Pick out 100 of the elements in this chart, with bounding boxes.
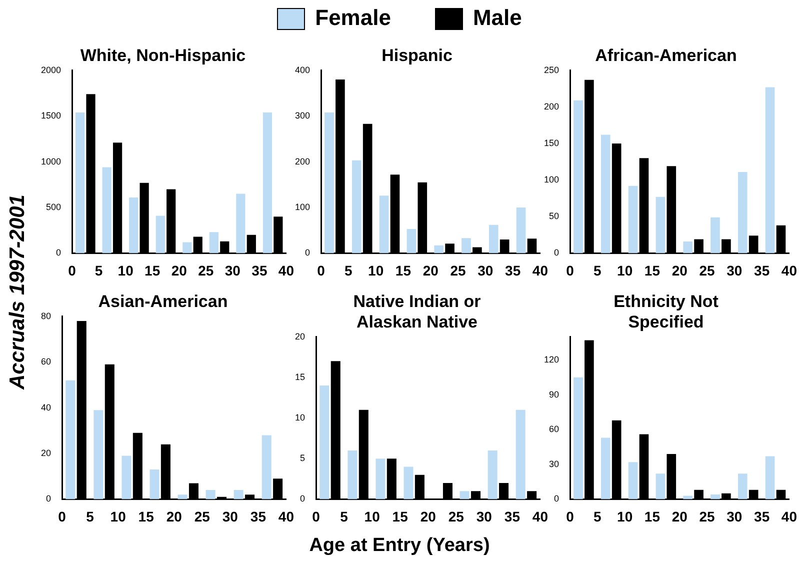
y-tick-label: 40 [40,402,52,412]
x-tick-label: 5 [344,262,353,278]
bar [348,450,358,500]
bar [404,466,414,500]
x-tick-label: 30 [478,262,494,278]
x-tick-label: 20 [672,508,688,524]
bar [738,172,748,254]
bar [488,450,498,500]
x-tick-label: 15 [144,262,160,278]
x-tick-label: 35 [754,262,770,278]
bar [600,134,610,254]
x-tick-label: 40 [532,508,548,524]
bar [656,474,666,500]
bar [94,410,104,500]
bar [76,112,85,254]
y-tick-label: 90 [549,389,560,400]
x-tick-label: 30 [476,508,492,524]
x-tick-label: 0 [312,508,320,524]
chart-title: African-American [595,46,737,65]
x-tick-label: 15 [644,262,660,278]
x-tick-label: 40 [278,508,294,524]
y-tick-label: 20 [40,448,52,458]
bar [683,242,692,254]
chart-title: Asian-American [98,292,228,311]
y-tick-label: 1500 [40,110,62,121]
bar [66,380,76,500]
y-tick-label: 15 [294,372,306,382]
y-tick-label: 200 [544,101,560,112]
bar [710,494,720,500]
y-tick-label: 100 [544,174,560,185]
bar [600,438,610,500]
bar [628,462,638,500]
bar [324,112,334,254]
bar [150,469,160,500]
x-tick-label: 30 [726,262,742,278]
bar [206,490,216,500]
x-tick-label: 35 [250,508,266,524]
bar [234,490,244,500]
y-tick-label: 300 [294,110,310,121]
bar [460,491,470,500]
bar [262,435,272,500]
y-tick-label: 0 [46,494,52,504]
x-tick-label: 15 [392,508,408,524]
x-tick-label: 10 [364,508,380,524]
bar [516,208,526,254]
x-tick-label: 20 [171,262,188,278]
chart-title: Native Indian or Alaskan Native [353,292,482,332]
bar [182,242,192,254]
x-tick-label: 35 [504,508,520,524]
x-tick-label: 0 [566,262,574,278]
bar [122,456,132,500]
bar [406,228,416,254]
x-tick-label: 15 [644,508,660,524]
x-tick-label: 30 [222,508,238,524]
x-tick-label: 20 [420,508,436,524]
x-tick-label: 40 [532,262,548,278]
x-tick-label: 25 [699,262,716,278]
x-tick-label: 5 [594,508,602,524]
x-tick-label: 40 [278,262,294,278]
bar [738,474,748,500]
y-tick-label: 0 [305,248,310,258]
x-tick-label: 30 [726,508,742,524]
bar [656,196,666,254]
x-tick-label: 35 [505,262,521,278]
x-tick-label: 25 [198,262,214,278]
y-tick-label: 60 [40,356,52,367]
x-tick-label: 20 [166,508,182,524]
bar [683,496,692,500]
bar [102,167,112,254]
x-tick-label: 10 [617,508,633,524]
y-tick-label: 150 [544,138,560,148]
bar [710,217,720,254]
x-tick-label: 0 [68,262,76,278]
bar [156,216,165,254]
bar [178,494,188,500]
x-tick-label: 0 [317,262,326,278]
chart-title: Ethnicity Not Specified [614,292,719,332]
y-tick-label: 60 [549,424,560,434]
bar [765,456,775,500]
x-tick-label: 15 [138,508,154,524]
x-tick-label: 35 [754,508,770,524]
bar [574,377,583,500]
x-tick-label: 20 [672,262,688,278]
x-tick-label: 5 [94,262,103,278]
bar [628,186,638,254]
x-tick-label: 10 [617,262,633,278]
x-tick-label: 5 [86,508,94,524]
y-tick-label: 10 [294,412,306,422]
x-tick-label: 0 [566,508,574,524]
y-axis-title: Accruals 1997-2001 [6,194,30,392]
x-tick-label: 30 [224,262,241,278]
y-tick-label: 0 [554,248,560,258]
x-tick-label: 10 [110,508,126,524]
bar [129,197,138,254]
legend-label: Female [315,5,391,30]
y-tick-label: 250 [544,64,560,75]
legend-label: Male [472,5,522,30]
y-tick-label: 80 [40,310,52,321]
x-tick-label: 25 [194,508,210,524]
y-tick-label: 20 [294,331,306,342]
